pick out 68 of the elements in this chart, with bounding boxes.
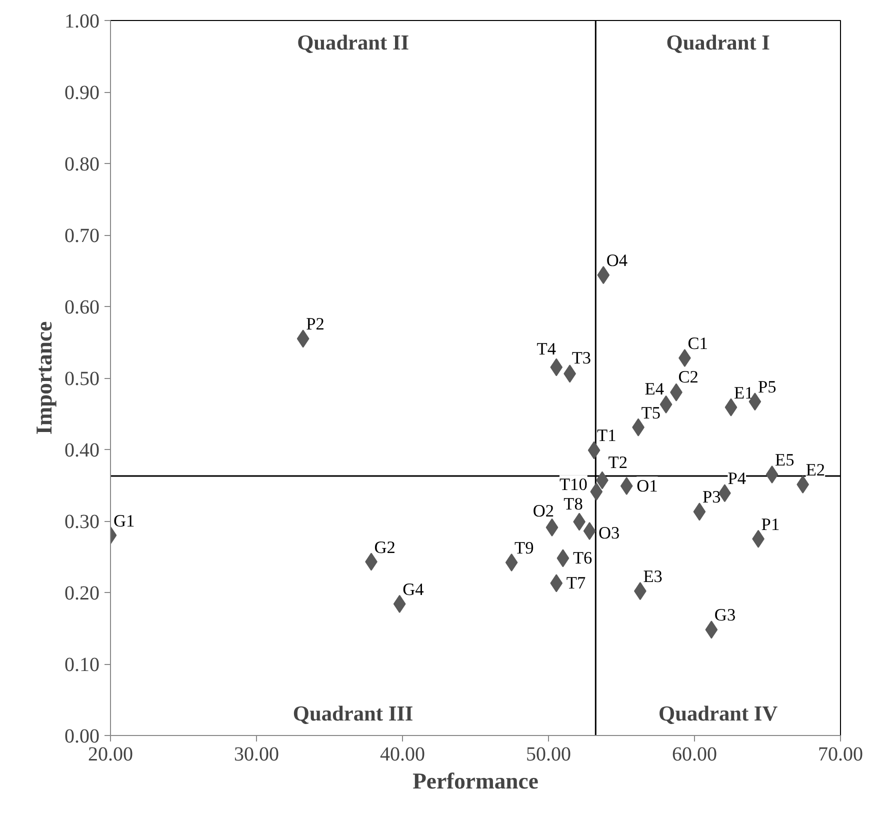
point <box>505 553 518 572</box>
point <box>705 620 718 639</box>
data-label: G3 <box>714 606 736 625</box>
data-label: T10 <box>559 475 588 494</box>
data-label: P3 <box>702 488 721 507</box>
data-label: P1 <box>761 514 780 534</box>
point <box>660 395 672 414</box>
data-label: O4 <box>606 251 628 270</box>
point <box>588 441 600 460</box>
point <box>766 466 778 484</box>
data-label: T3 <box>572 348 592 368</box>
data-label: T9 <box>514 538 534 558</box>
data-label: G2 <box>374 538 396 557</box>
point <box>556 549 570 568</box>
x-tick-label: 60.00 <box>672 744 717 766</box>
data-label: T5 <box>641 403 661 422</box>
data-label: P2 <box>306 314 324 334</box>
y-tick-label: 0.60 <box>64 296 100 318</box>
data-label: E1 <box>734 383 754 402</box>
y-tick-label: 0.50 <box>64 368 100 390</box>
data-label: O1 <box>636 476 658 496</box>
data-label: G1 <box>114 511 135 530</box>
y-tick-label: 0.80 <box>64 154 100 176</box>
y-tick-label: 0.20 <box>64 582 100 604</box>
data-label: C1 <box>688 334 708 353</box>
data-label: T1 <box>597 426 616 446</box>
annotation: Quadrant IV <box>658 702 778 726</box>
point <box>724 398 738 416</box>
y-tick-label: 0.30 <box>64 511 100 533</box>
y-tick-label: 1.00 <box>64 10 100 32</box>
data-label: E2 <box>806 460 826 480</box>
point <box>393 594 406 613</box>
point <box>546 518 558 536</box>
y-tick-label: 0.40 <box>64 440 100 462</box>
y-tick-label: 0.70 <box>64 225 100 247</box>
data-label: T7 <box>566 574 586 593</box>
annotation: Quadrant III <box>292 702 414 726</box>
data-label: P4 <box>728 469 746 488</box>
data-label: T6 <box>572 548 593 568</box>
data-label: T4 <box>536 339 556 358</box>
data-label: O2 <box>532 501 554 520</box>
y-axis-title: Importance <box>32 321 56 435</box>
annotation: Quadrant I <box>666 30 770 54</box>
x-tick-label: 50.00 <box>526 744 571 766</box>
y-tick-label: 0.10 <box>64 654 100 676</box>
x-tick-label: 40.00 <box>380 744 425 766</box>
data-label: P5 <box>758 378 776 397</box>
data-label: T8 <box>564 494 583 514</box>
data-label: G4 <box>402 580 424 599</box>
data-label: E4 <box>644 379 664 398</box>
x-axis-title: Performance <box>412 768 538 794</box>
point <box>550 574 563 592</box>
point <box>296 330 310 348</box>
y-tick-label: 0.90 <box>64 82 100 104</box>
annotation: Quadrant II <box>297 30 410 54</box>
x-tick-label: 70.00 <box>818 744 863 766</box>
point <box>583 522 596 540</box>
data-label: O3 <box>598 524 620 543</box>
point <box>693 502 706 521</box>
data-label: C2 <box>678 367 698 386</box>
point <box>620 476 633 495</box>
point <box>550 358 563 376</box>
point <box>590 482 603 501</box>
x-tick-label: 30.00 <box>234 744 279 766</box>
data-label: T2 <box>608 453 628 472</box>
data-label: E5 <box>775 450 794 470</box>
data-label: E3 <box>643 567 662 586</box>
point <box>597 266 610 284</box>
